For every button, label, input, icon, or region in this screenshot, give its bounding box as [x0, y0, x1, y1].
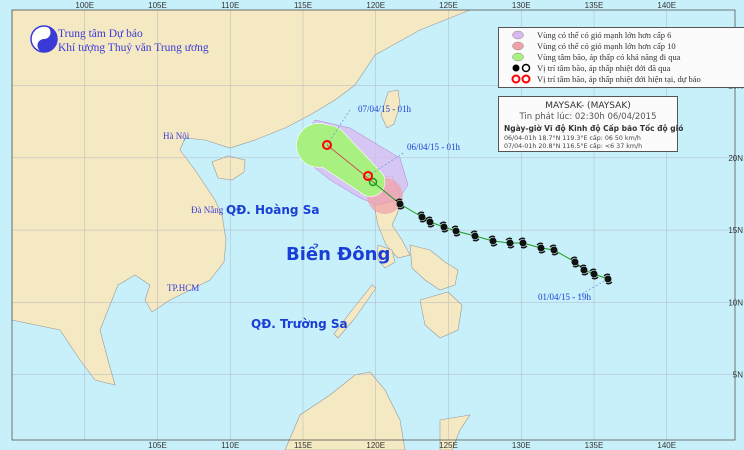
legend-swatch-level10: [512, 41, 524, 51]
mainland-landmass: [11, 9, 471, 386]
forecast-track-line: [326, 144, 374, 183]
mindoro-island: [376, 244, 396, 269]
lat-tick-label: 10N: [728, 298, 743, 307]
lon-tick-label-bottom: 130E: [512, 441, 531, 450]
label-leader-start: [577, 278, 609, 297]
map-frame: [11, 9, 736, 441]
legend-item-level6: Vùng có thể có gió mạnh lớn hơn cấp 6: [537, 30, 672, 40]
legend-box: Vùng có thể có gió mạnh lớn hơn cấp 6 Vù…: [498, 27, 744, 88]
kttv-logo: [30, 25, 58, 53]
org-name-line2: Khí tượng Thuỷ văn Trung ương: [58, 42, 209, 54]
past-storm-icon: [505, 237, 515, 249]
legend-swatch-center-zone: [512, 52, 524, 62]
label-leader-06: [367, 151, 406, 177]
mindanao-island: [419, 291, 463, 339]
issued-time: Tin phát lúc: 02:30h 06/04/2015: [519, 112, 657, 122]
legend-item-past: Vị trí tâm bão, áp thấp nhiệt đới đã qua: [537, 63, 671, 73]
lon-tick-label-top: 115E: [294, 1, 312, 10]
past-track-line: [372, 181, 609, 280]
past-storm-icon: [470, 230, 480, 242]
lat-lon-grid: [11, 9, 736, 441]
lat-tick-label: 5N: [733, 371, 743, 380]
past-storm-icon: [417, 211, 427, 223]
past-depression-icon: [521, 63, 531, 73]
hainan-island: [211, 155, 246, 181]
label-leader-07: [326, 109, 351, 146]
label-truong-sa: QĐ. Trường Sa: [251, 317, 348, 331]
lat-tick-label: 15N: [728, 226, 743, 235]
past-storm-icon: [395, 198, 405, 210]
taiwan-island: [380, 89, 401, 129]
lat-tick-label: 20N: [728, 154, 743, 163]
label-hcm: TP.HCM: [167, 283, 200, 293]
past-storm-icon: [589, 268, 599, 280]
lon-tick-label-bottom: 125E: [439, 441, 458, 450]
past-storm-icon: [425, 216, 435, 228]
legend-item-center-zone: Vùng tâm bão, áp thấp có khả năng đi qua: [537, 52, 681, 62]
past-storm-icon: [439, 221, 449, 233]
past-storm-icon: [549, 244, 559, 256]
forecast-position-06: [363, 171, 373, 181]
track-label-07: 07/04/15 - 01h: [358, 104, 411, 114]
past-storm-icon: [536, 242, 546, 254]
org-name-line1: Trung tâm Dự báo: [58, 28, 143, 40]
lon-tick-label-bottom: 135E: [585, 441, 604, 450]
past-storm-icon: [488, 235, 498, 247]
track-label-start: 01/04/15 - 19h: [538, 292, 591, 302]
legend-item-current: Vị trí tâm bão, áp thấp nhiệt đới hiện t…: [537, 74, 701, 84]
label-danang: Đà Nẵng: [191, 205, 224, 215]
past-storm-icon: [518, 237, 528, 249]
lon-tick-label-top: 100E: [75, 1, 94, 10]
lon-tick-label-top: 130E: [512, 1, 531, 10]
lon-tick-label-bottom: 140E: [657, 441, 676, 450]
info-table-row: 07/04-01h 20.8°N 116.5°E cấp: <6 37 km/h: [504, 143, 643, 150]
past-storm-icon: [570, 256, 580, 268]
track-label-06: 06/04/15 - 01h: [407, 142, 460, 152]
past-storm-icon: [512, 64, 520, 72]
lon-tick-label-bottom: 105E: [148, 441, 167, 450]
legend-swatch-level6: [512, 30, 524, 40]
lon-tick-label-top: 105E: [148, 1, 167, 10]
info-table-header: Ngày-giờ Vĩ độ Kinh độ Cấp bão Tốc độ gi…: [504, 124, 684, 133]
label-hanoi: Hà Nội: [163, 131, 190, 141]
current-position-marker: [368, 177, 378, 187]
past-storm-icon: [579, 264, 589, 276]
forecast-position-07: [322, 140, 332, 150]
storm-info-box: MAYSAK- (MAYSAK) Tin phát lúc: 02:30h 06…: [498, 96, 683, 152]
lon-tick-label-top: 140E: [657, 1, 676, 10]
storm-center-zone: [296, 123, 386, 197]
legend-item-level10: Vùng có thể có gió mạnh lớn hơn cấp 10: [537, 41, 676, 51]
legend-symbols: [511, 30, 531, 84]
lon-tick-label-bottom: 110E: [221, 441, 239, 450]
visayas-islands: [409, 244, 459, 291]
info-table-row: 06/04-01h 18.7°N 119.3°E cấp: 06 50 km/h: [504, 135, 641, 142]
current-storm-icon: [511, 74, 521, 84]
lon-tick-label-bottom: 115E: [294, 441, 312, 450]
palawan-island: [333, 284, 377, 339]
current-depression-icon: [521, 74, 531, 84]
past-storm-icon: [603, 273, 613, 285]
lon-tick-label-top: 120E: [366, 1, 385, 10]
storm-title: MAYSAK- (MAYSAK): [545, 101, 631, 111]
past-storm-icon: [451, 225, 461, 237]
label-bien-dong: Biển Đông: [286, 244, 391, 265]
lon-tick-label-top: 125E: [439, 1, 458, 10]
lon-tick-label-bottom: 120E: [366, 441, 385, 450]
lon-tick-label-top: 135E: [585, 1, 604, 10]
label-hoang-sa: QĐ. Hoàng Sa: [226, 203, 320, 217]
lon-tick-label-top: 110E: [221, 1, 239, 10]
